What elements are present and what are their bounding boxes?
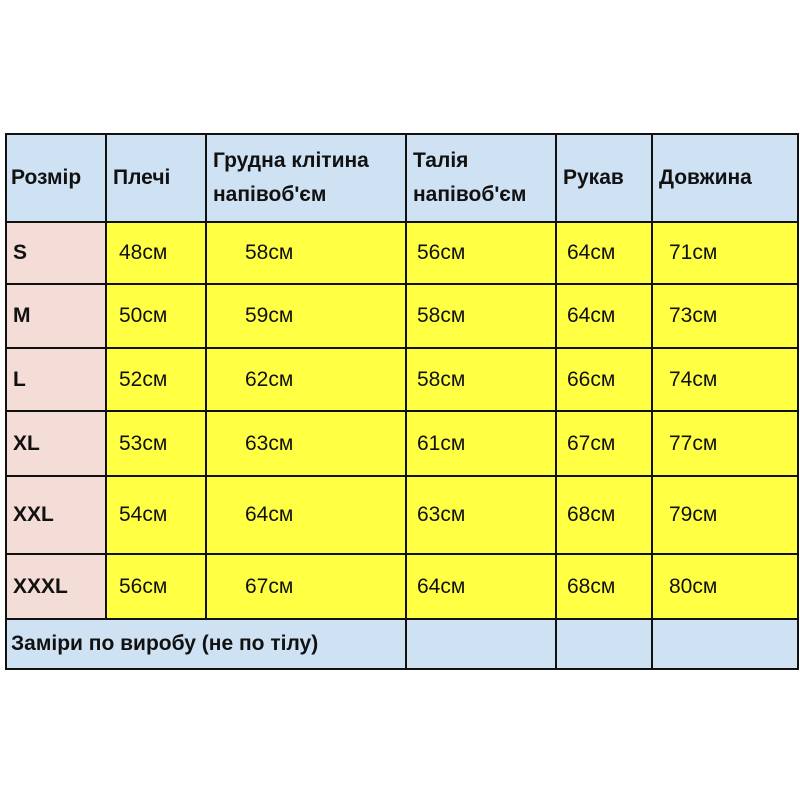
size-cell: XXL	[5, 475, 107, 555]
value-cell: 77см	[651, 410, 799, 477]
value-cell: 66см	[555, 347, 653, 412]
footer-cell	[555, 618, 653, 670]
value-cell: 63см	[405, 475, 557, 555]
footer-cell	[405, 618, 557, 670]
size-table: Розмір Плечі Грудна клітина напівоб'єм Талі…	[5, 133, 799, 670]
value-cell: 58см	[205, 221, 407, 285]
size-cell: XXXL	[5, 553, 107, 620]
value-cell: 61см	[405, 410, 557, 477]
value-cell: 64см	[555, 221, 653, 285]
header-cell: Рукав	[555, 133, 653, 223]
header-cell: Розмір	[5, 133, 107, 223]
header-cell: Грудна клітина напівоб'єм	[205, 133, 407, 223]
header-cell: Плечі	[105, 133, 207, 223]
value-cell: 58см	[405, 347, 557, 412]
size-cell: S	[5, 221, 107, 285]
value-cell: 63см	[205, 410, 407, 477]
size-row: XXL 54см 64см 63см 68см 79см	[5, 475, 799, 555]
footer-cell	[651, 618, 799, 670]
footer-note: Заміри по виробу (не по тілу)	[5, 618, 407, 670]
value-cell: 58см	[405, 283, 557, 349]
value-cell: 67см	[555, 410, 653, 477]
value-cell: 64см	[205, 475, 407, 555]
value-cell: 52см	[105, 347, 207, 412]
size-cell: XL	[5, 410, 107, 477]
value-cell: 80см	[651, 553, 799, 620]
value-cell: 68см	[555, 475, 653, 555]
value-cell: 68см	[555, 553, 653, 620]
value-cell: 53см	[105, 410, 207, 477]
value-cell: 56см	[105, 553, 207, 620]
size-cell: L	[5, 347, 107, 412]
value-cell: 73см	[651, 283, 799, 349]
value-cell: 48см	[105, 221, 207, 285]
size-row: XXXL 56см 67см 64см 68см 80см	[5, 553, 799, 620]
value-cell: 59см	[205, 283, 407, 349]
value-cell: 64см	[555, 283, 653, 349]
value-cell: 71см	[651, 221, 799, 285]
value-cell: 62см	[205, 347, 407, 412]
size-cell: M	[5, 283, 107, 349]
header-cell: Довжина	[651, 133, 799, 223]
value-cell: 64см	[405, 553, 557, 620]
size-row: S 48см 58см 56см 64см 71см	[5, 221, 799, 285]
size-row: L 52см 62см 58см 66см 74см	[5, 347, 799, 412]
value-cell: 56см	[405, 221, 557, 285]
value-cell: 79см	[651, 475, 799, 555]
value-cell: 50см	[105, 283, 207, 349]
header-row: Розмір Плечі Грудна клітина напівоб'єм Талі…	[5, 133, 799, 223]
value-cell: 67см	[205, 553, 407, 620]
value-cell: 54см	[105, 475, 207, 555]
value-cell: 74см	[651, 347, 799, 412]
size-row: XL 53см 63см 61см 67см 77см	[5, 410, 799, 477]
footer-row: Заміри по виробу (не по тілу)	[5, 618, 799, 670]
header-cell: Талія напівоб'єм	[405, 133, 557, 223]
size-row: M 50см 59см 58см 64см 73см	[5, 283, 799, 349]
